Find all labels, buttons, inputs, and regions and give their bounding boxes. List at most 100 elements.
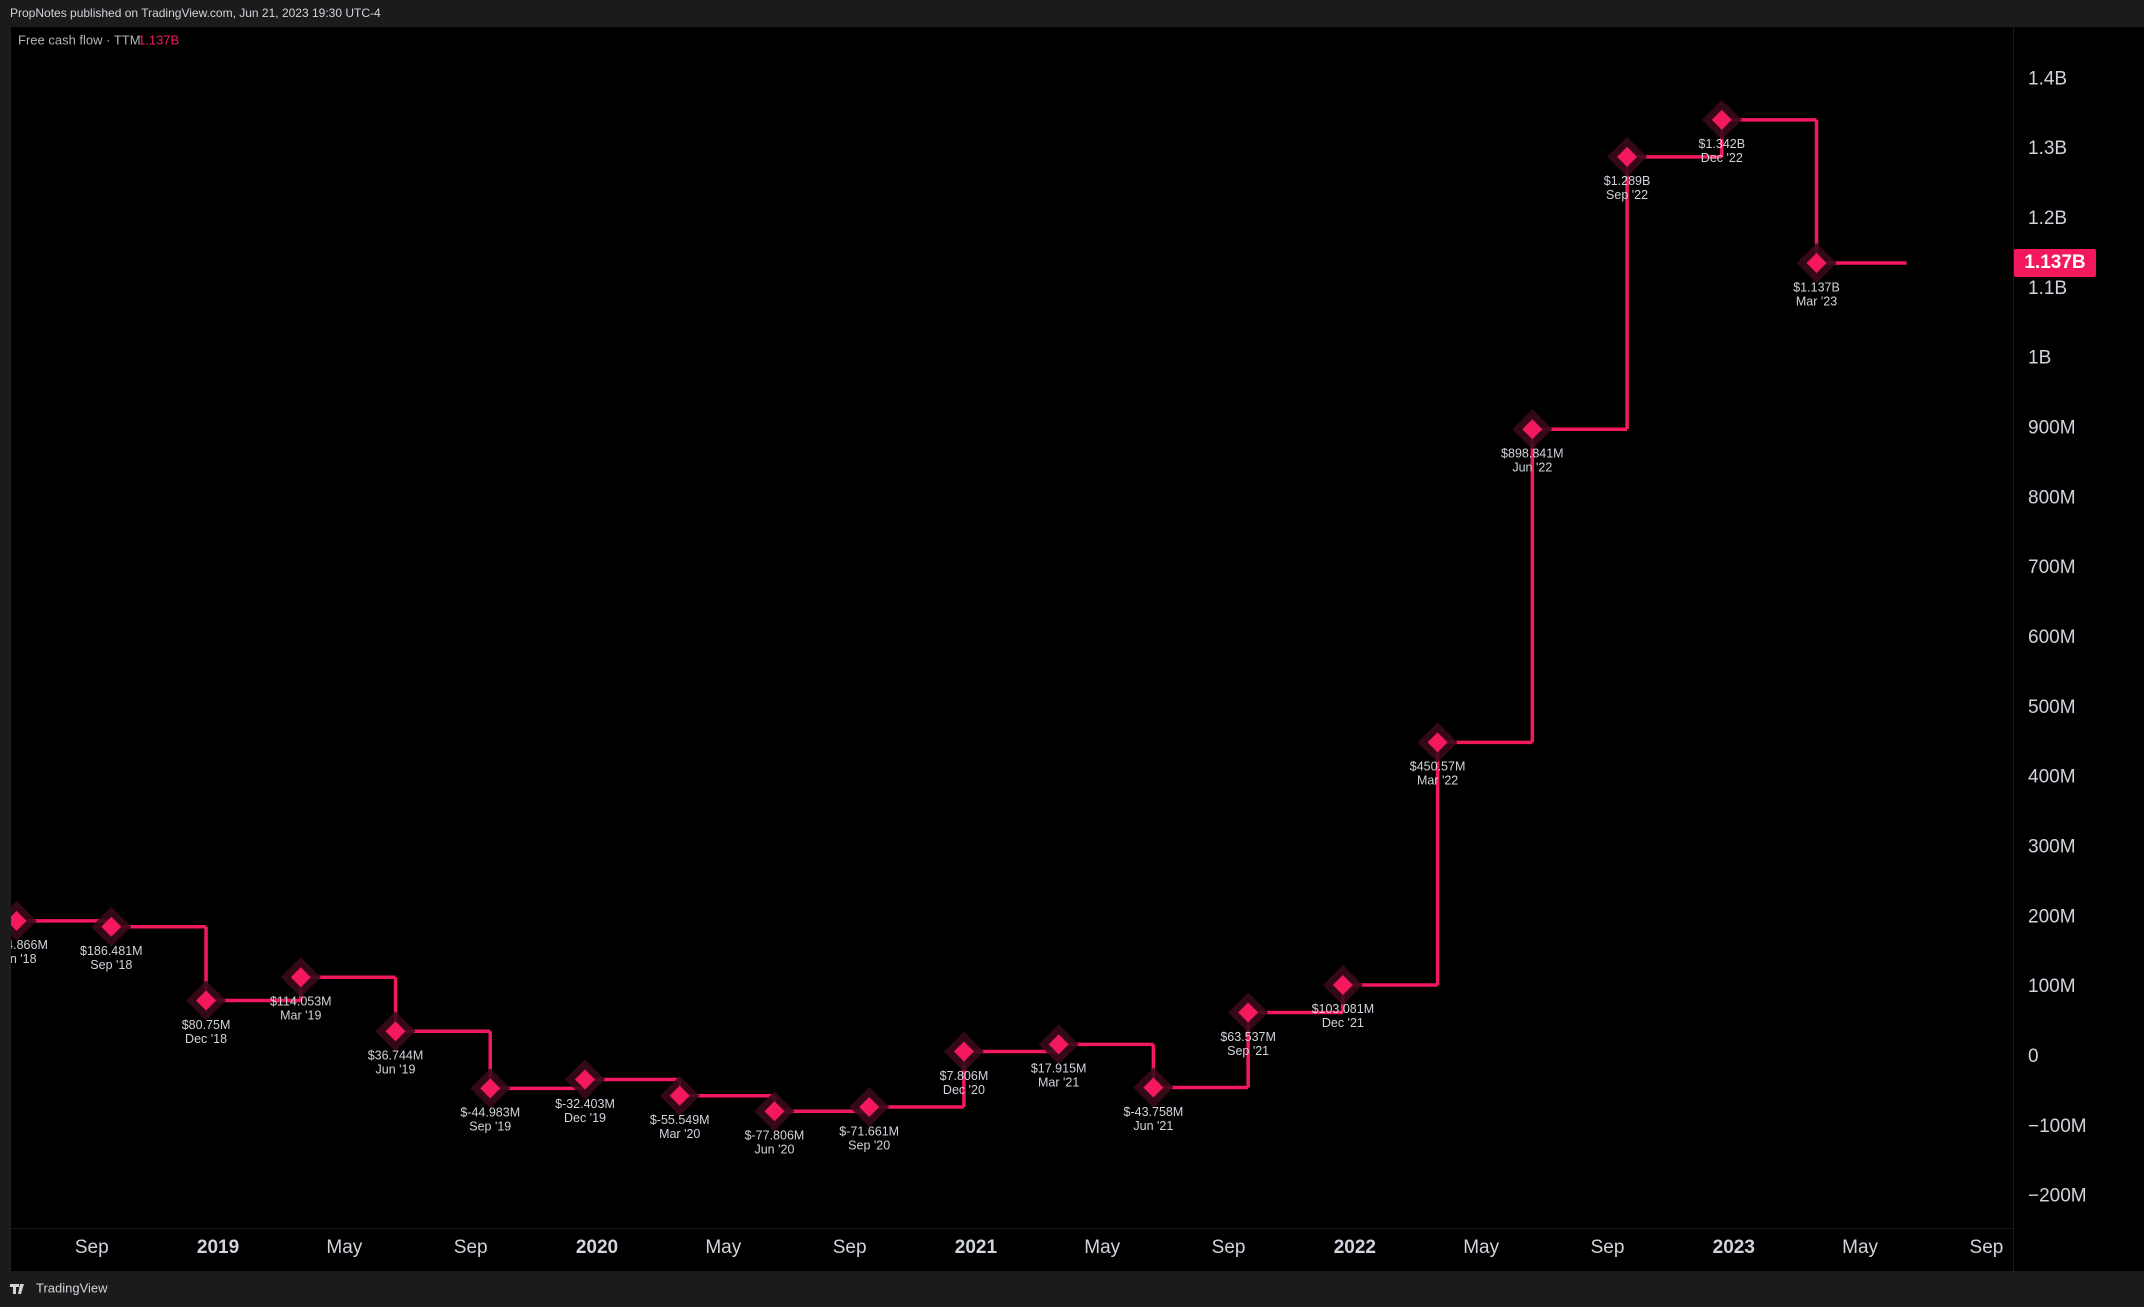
y-tick-label: 800M [2028, 487, 2076, 508]
x-tick-label: 2022 [1334, 1237, 1376, 1258]
value-label: $194.866M [0, 938, 48, 952]
value-label: $7.806M [940, 1069, 989, 1083]
y-tick-label: 1B [2028, 348, 2051, 369]
x-tick-label: May [1842, 1237, 1878, 1258]
value-label: $103.081M [1312, 1002, 1375, 1016]
x-tick-label: May [705, 1237, 741, 1258]
value-label: $-44.983M [460, 1106, 520, 1120]
x-tick-label: Sep [454, 1237, 488, 1258]
y-tick-label: 900M [2028, 418, 2076, 439]
date-label: Sep '18 [90, 958, 132, 972]
y-tick-label: 1.1B [2028, 278, 2067, 299]
date-label: Jun '19 [376, 1063, 416, 1077]
y-tick-label: 400M [2028, 767, 2076, 788]
last-value-text: 1.137B [2024, 252, 2085, 273]
point [1711, 109, 1732, 130]
x-tick-label: Sep [1970, 1237, 2004, 1258]
date-label: Sep '21 [1227, 1044, 1269, 1058]
value-label: $-43.758M [1124, 1105, 1184, 1119]
date-label: Mar '22 [1417, 774, 1458, 788]
publisher: PropNotes published on TradingView.com, … [10, 6, 381, 20]
date-label: Mar '19 [280, 1009, 321, 1023]
value-label: $186.481M [80, 944, 143, 958]
indicator-value: 1.137B [138, 32, 179, 47]
date-label: Jun '20 [754, 1143, 794, 1157]
value-label: $-32.403M [555, 1097, 615, 1111]
x-tick-label: Sep [75, 1237, 109, 1258]
value-label: $898.841M [1501, 447, 1564, 461]
point [574, 1069, 595, 1090]
brand-logo [10, 1284, 24, 1294]
date-label: Jun '22 [1512, 461, 1552, 475]
y-tick-label: 300M [2028, 836, 2076, 857]
value-label: $1.137B [1793, 280, 1840, 294]
value-label: $-71.661M [839, 1124, 899, 1138]
date-label: Dec '20 [943, 1083, 985, 1097]
date-label: Mar '21 [1038, 1076, 1079, 1090]
date-label: Dec '18 [185, 1032, 227, 1046]
point [764, 1101, 785, 1122]
x-tick-label: 2020 [576, 1237, 618, 1258]
y-tick-label: 200M [2028, 906, 2076, 927]
point [385, 1021, 406, 1042]
y-tick-label: 1.2B [2028, 208, 2067, 229]
date-label: Dec '21 [1322, 1016, 1364, 1030]
value-label: $-55.549M [650, 1113, 710, 1127]
point [480, 1078, 501, 1099]
footer-brand[interactable]: TradingView [36, 1280, 108, 1295]
time-axis [11, 1229, 2013, 1271]
x-tick-label: Sep [1212, 1237, 1246, 1258]
point [290, 967, 311, 988]
date-label: Mar '20 [659, 1127, 700, 1141]
point [196, 990, 217, 1011]
indicator-title: Free cash flow · TTM [18, 32, 141, 47]
point [953, 1041, 974, 1062]
value-label: $1.342B [1699, 137, 1746, 151]
value-label: $36.744M [368, 1049, 424, 1063]
x-tick-label: May [1084, 1237, 1120, 1258]
point [1806, 253, 1827, 274]
price-axis [2014, 27, 2144, 1271]
point [1048, 1034, 1069, 1055]
y-tick-label: −200M [2028, 1186, 2087, 1207]
value-label: $-77.806M [745, 1129, 805, 1143]
x-tick-label: 2021 [955, 1237, 998, 1258]
date-label: Mar '23 [1796, 294, 1837, 308]
point [11, 910, 27, 931]
date-label: Dec '22 [1701, 151, 1743, 165]
point [1238, 1002, 1259, 1023]
point [1427, 732, 1448, 753]
y-tick-label: −100M [2028, 1116, 2087, 1137]
y-tick-label: 1.3B [2028, 138, 2067, 159]
point [101, 916, 122, 937]
value-label: $17.915M [1031, 1062, 1087, 1076]
point [859, 1096, 880, 1117]
value-label: $450.57M [1410, 760, 1466, 774]
y-tick-label: 700M [2028, 557, 2076, 578]
last-value-badge [2014, 249, 2096, 278]
date-label: Sep '19 [469, 1120, 511, 1134]
x-tick-label: May [326, 1237, 362, 1258]
value-label: $63.537M [1220, 1030, 1276, 1044]
date-label: Dec '19 [564, 1111, 606, 1125]
x-tick-label: 2023 [1713, 1237, 1755, 1258]
y-tick-label: 0 [2028, 1046, 2039, 1067]
y-tick-label: 600M [2028, 627, 2076, 648]
value-label: $80.75M [182, 1018, 231, 1032]
x-tick-label: Sep [1591, 1237, 1625, 1258]
x-tick-label: May [1463, 1237, 1499, 1258]
date-label: Jun '21 [1133, 1119, 1173, 1133]
y-tick-label: 100M [2028, 976, 2076, 997]
date-label: Jun '18 [0, 952, 37, 966]
point [1143, 1077, 1164, 1098]
point [669, 1085, 690, 1106]
plot-area [11, 27, 2013, 1228]
date-label: Sep '20 [848, 1138, 890, 1152]
date-label: Sep '22 [1606, 188, 1648, 202]
point [1617, 146, 1638, 167]
value-label: $1.289B [1604, 174, 1651, 188]
point [1332, 974, 1353, 995]
